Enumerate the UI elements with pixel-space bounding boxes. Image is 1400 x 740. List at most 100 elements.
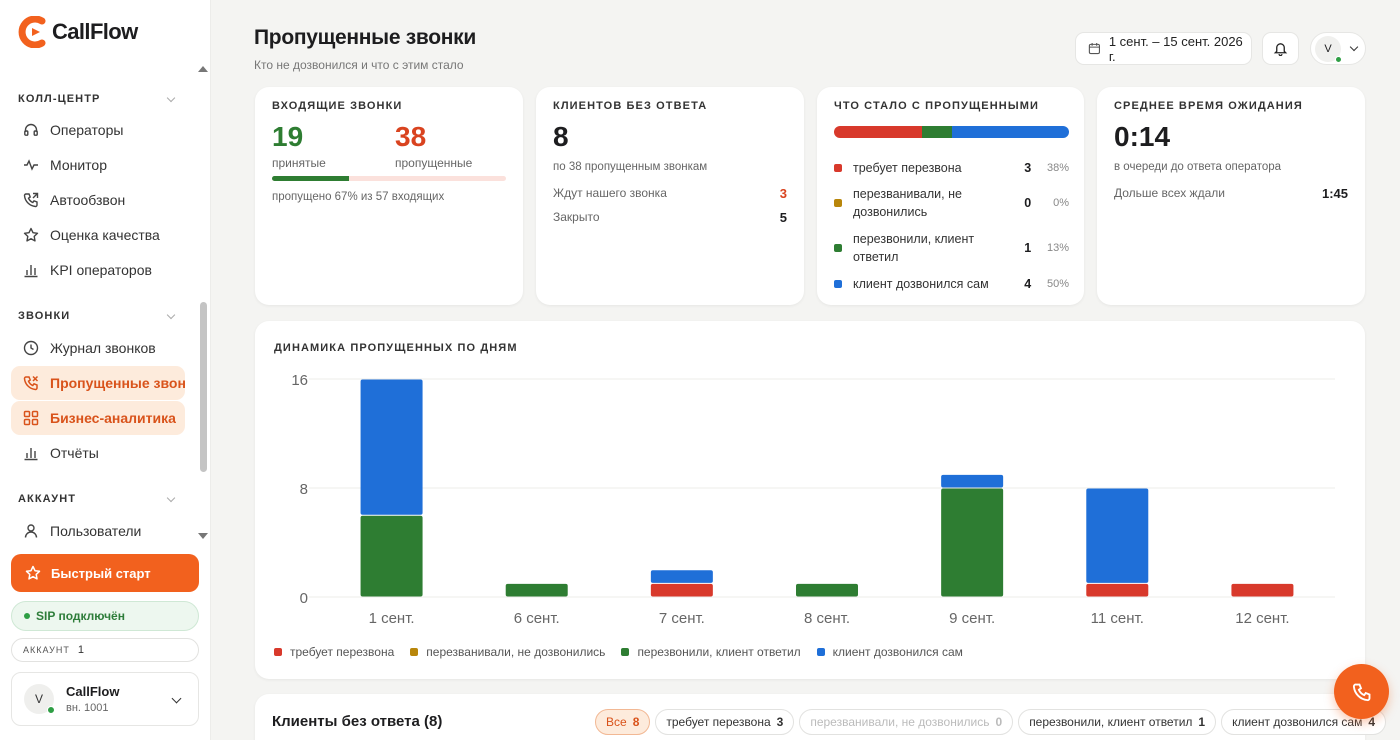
scroll-down-arrow[interactable] <box>198 533 208 539</box>
y-tick-label: 8 <box>300 481 308 498</box>
phone-outgoing-icon <box>23 192 39 208</box>
y-tick-label: 16 <box>291 372 308 389</box>
scroll-up-arrow[interactable] <box>198 66 208 72</box>
legend-item[interactable]: перезвонили, клиент ответил <box>621 645 801 659</box>
chart-legend: требует перезвона перезванивали, не дозв… <box>274 645 963 659</box>
missed-note: пропущено 67% из 57 входящих <box>272 191 445 203</box>
user-menu[interactable]: V CallFlow вн. 1001 <box>11 672 199 726</box>
x-tick-label: 11 сент. <box>1091 610 1144 627</box>
phone-missed-icon <box>23 375 39 391</box>
date-range-picker[interactable]: 1 сент. – 15 сент. 2026 г. <box>1075 32 1252 65</box>
outcome-count: 4 <box>1024 277 1032 291</box>
card-title: ЧТО СТАЛО С ПРОПУЩЕННЫМИ <box>834 100 1039 112</box>
chevron-down-icon <box>166 93 176 102</box>
legend-swatch <box>410 648 419 656</box>
sidebar-item-call-log[interactable]: Журнал звонков <box>11 331 185 365</box>
chart-bar-segment <box>650 570 713 583</box>
sidebar-item-kpi[interactable]: KPI операторов <box>11 253 185 287</box>
sidebar-item-users[interactable]: Пользователи <box>11 514 185 548</box>
bar-chart-icon <box>24 448 38 461</box>
filter-chip-all[interactable]: Все 8 <box>595 709 651 735</box>
sidebar-item-operators[interactable]: Операторы <box>11 113 185 147</box>
accepted-count: 19 <box>272 121 304 152</box>
page-subtitle: Кто не дозвонился и что с этим стало <box>254 58 464 72</box>
row-value: 3 <box>779 186 787 201</box>
missed-label: пропущенные <box>395 156 473 170</box>
sidebar-item-label: Отчёты <box>50 445 99 461</box>
chip-count: 0 <box>995 715 1003 729</box>
sidebar-scrollbar[interactable] <box>200 302 207 472</box>
unanswered-clients-card: КЛИЕНТОВ БЕЗ ОТВЕТА 8 по 38 пропущенным … <box>536 87 804 305</box>
filter-chip-self-reached[interactable]: клиент дозвонился сам 4 <box>1221 709 1387 735</box>
outcome-count: 3 <box>1024 161 1032 175</box>
closed-row: Закрыто 5 <box>553 210 787 225</box>
quick-start-label: Быстрый старт <box>51 565 151 581</box>
calendar-icon <box>1088 43 1100 55</box>
y-tick-label: 0 <box>300 590 308 607</box>
accepted-block: 19 принятые <box>272 121 326 170</box>
row-label: Дольше всех ждали <box>1114 186 1225 200</box>
sidebar-item-quality[interactable]: Оценка качества <box>11 218 185 252</box>
chart-bar-segment <box>505 583 568 597</box>
phone-icon <box>1352 683 1370 701</box>
daily-missed-chart: 0 8 16 1 сент. 6 сент. 7 сент. 8 сент. 9 сент. 1… <box>291 372 1335 627</box>
section-calls[interactable]: ЗВОНКИ <box>18 310 178 322</box>
outcome-bar-segment <box>951 126 1069 138</box>
chart-bar-segment <box>650 583 713 597</box>
missed-ratio-bar <box>272 176 506 181</box>
filter-chip-not-reached[interactable]: перезванивали, не дозвонились 0 <box>799 709 1014 735</box>
chevron-down-icon <box>1349 42 1359 52</box>
outcome-percent: 13% <box>1046 242 1070 254</box>
legend-item[interactable]: требует перезвона <box>274 645 394 659</box>
chart-bar-segment <box>1231 583 1294 597</box>
accepted-label: принятые <box>272 156 326 170</box>
outcome-percent: 50% <box>1046 278 1070 290</box>
x-tick-label: 8 сент. <box>804 610 850 627</box>
section-account[interactable]: АККАУНТ <box>18 493 178 505</box>
chevron-down-icon <box>171 693 182 704</box>
logo[interactable]: CallFlow <box>18 16 138 48</box>
card-title: СРЕДНЕЕ ВРЕМЯ ОЖИДАНИЯ <box>1114 100 1303 112</box>
chart-bar-segment <box>796 583 858 597</box>
outcome-row: перезвонили, клиент ответил 1 13% <box>834 230 1069 266</box>
softphone-button[interactable] <box>1334 664 1389 719</box>
x-tick-label: 7 сент. <box>659 610 705 627</box>
user-icon <box>24 524 38 538</box>
bell-icon <box>1273 43 1288 56</box>
sidebar-item-label: Пользователи <box>50 523 142 539</box>
filter-chip-called-back[interactable]: перезвонили, клиент ответил 1 <box>1018 709 1217 735</box>
online-indicator-icon <box>47 706 55 714</box>
sidebar-item-label: Оценка качества <box>50 227 160 243</box>
sidebar-item-reports[interactable]: Отчёты <box>11 436 185 470</box>
legend-item[interactable]: клиент дозвонился сам <box>816 645 963 659</box>
legend-swatch <box>834 244 842 252</box>
quick-start-button[interactable]: Быстрый старт <box>11 554 199 592</box>
legend-swatch <box>816 648 825 656</box>
outcome-stacked-bar <box>834 126 1069 138</box>
chip-label: перезвонили, клиент ответил <box>1029 715 1193 729</box>
section-label: ЗВОНКИ <box>18 310 71 322</box>
outcome-row: перезванивали, не дозвонились 0 0% <box>834 185 1069 221</box>
sidebar-item-label: Бизнес-аналитика <box>50 410 176 426</box>
notifications-button[interactable] <box>1262 32 1299 65</box>
user-name: CallFlow <box>66 684 120 699</box>
sidebar-item-autodialer[interactable]: Автообзвон <box>11 183 185 217</box>
x-tick-label: 1 сент. <box>369 610 415 627</box>
chart-bar-segment <box>360 515 423 597</box>
sip-status-badge: SIP подключён <box>11 601 199 631</box>
filter-chip-needs-callback[interactable]: требует перезвона 3 <box>655 709 795 735</box>
profile-button[interactable]: V <box>1310 32 1366 65</box>
sidebar-item-business-analytics[interactable]: Бизнес-аналитика <box>11 401 185 435</box>
x-tick-label: 12 сент. <box>1235 610 1289 627</box>
avatar-initial: V <box>1324 42 1332 55</box>
section-call-center[interactable]: КОЛЛ-ЦЕНТР <box>18 93 178 105</box>
outcome-bar-segment <box>922 126 952 138</box>
legend-item[interactable]: перезванивали, не дозвонились <box>410 645 605 659</box>
account-selector[interactable]: АККАУНТ 1 <box>11 638 199 662</box>
avatar: V <box>1315 35 1342 63</box>
sidebar-item-monitor[interactable]: Монитор <box>11 148 185 182</box>
section-label: АККАУНТ <box>18 493 77 505</box>
sidebar-item-missed-calls[interactable]: Пропущенные звонки <box>11 366 185 400</box>
legend-label: клиент дозвонился сам <box>832 645 963 659</box>
table-title: Клиенты без ответа (8) <box>272 713 443 730</box>
